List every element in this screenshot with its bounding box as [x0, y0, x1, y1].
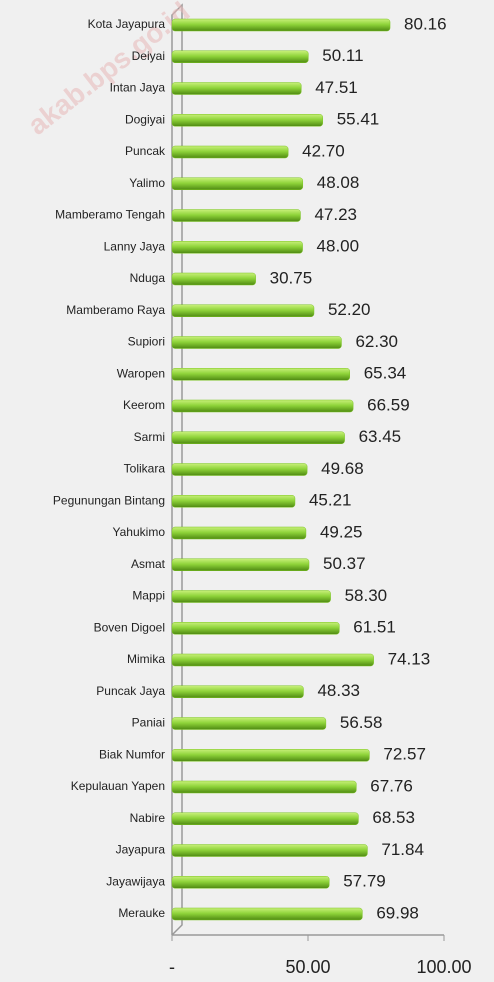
value-label: 63.45	[359, 427, 402, 446]
y-tick-label: Sarmi	[134, 430, 165, 444]
bar	[171, 368, 350, 381]
bar	[171, 209, 301, 222]
bar	[171, 526, 307, 540]
y-tick-label: Mamberamo Tengah	[55, 208, 165, 222]
y-tick-label: Lanny Jaya	[104, 239, 166, 253]
y-tick-label: Asmat	[131, 557, 166, 571]
y-tick-label: Merauke	[118, 906, 165, 920]
bar	[171, 907, 363, 921]
bar	[171, 241, 303, 254]
y-tick-label: Boven Digoel	[94, 620, 165, 634]
bar	[171, 749, 370, 762]
bar	[171, 844, 368, 857]
bar	[171, 336, 342, 349]
bar	[171, 399, 354, 413]
bar	[171, 495, 296, 508]
value-label: 30.75	[270, 268, 313, 287]
bar	[171, 876, 330, 889]
y-tick-label: Biak Numfor	[99, 747, 165, 761]
y-tick-label: Dogiyai	[125, 112, 165, 126]
bar	[171, 272, 256, 286]
bar	[171, 18, 391, 32]
value-label: 68.53	[372, 808, 415, 827]
y-tick-label: Kepulauan Yapen	[71, 779, 165, 793]
value-label: 67.76	[370, 776, 413, 795]
bar	[171, 812, 359, 825]
y-tick-label: Waropen	[117, 366, 165, 380]
bar	[171, 590, 331, 603]
bar	[171, 177, 304, 190]
value-label: 71.84	[381, 840, 424, 859]
value-label: 47.23	[314, 205, 357, 224]
value-label: 58.30	[345, 586, 388, 605]
value-label: 65.34	[364, 364, 407, 383]
y-tick-label: Jayapura	[116, 843, 166, 857]
bar	[171, 780, 357, 794]
y-tick-label: Nabire	[130, 811, 166, 825]
value-label: 72.57	[383, 745, 426, 764]
value-label: 50.11	[322, 46, 363, 65]
y-tick-label: Yalimo	[129, 176, 165, 190]
bar	[171, 145, 289, 159]
value-label: 48.33	[317, 681, 360, 700]
x-tick-label: -	[169, 957, 175, 977]
bar	[171, 114, 323, 127]
y-tick-label: Keerom	[123, 398, 165, 412]
y-tick-label: Tolikara	[124, 462, 166, 476]
value-label: 50.37	[323, 554, 366, 573]
y-tick-label: Mamberamo Raya	[66, 303, 165, 317]
bar	[171, 653, 374, 667]
value-label: 52.20	[328, 300, 371, 319]
value-label: 49.68	[321, 459, 364, 478]
bar	[171, 717, 327, 730]
value-label: 48.00	[317, 237, 360, 256]
y-tick-label: Puncak	[125, 144, 166, 158]
y-tick-label: Intan Jaya	[110, 81, 166, 95]
y-tick-label: Pegunungan Bintang	[53, 493, 165, 507]
bar	[171, 431, 345, 444]
value-label: 57.79	[343, 872, 386, 891]
value-label: 74.13	[388, 649, 431, 668]
x-tick-label: 100.00	[416, 957, 471, 977]
y-tick-label: Deiyai	[132, 49, 165, 63]
value-label: 80.16	[404, 14, 447, 33]
value-label: 42.70	[302, 141, 345, 160]
bar	[171, 558, 310, 571]
y-tick-label: Mappi	[132, 589, 165, 603]
y-tick-label: Paniai	[132, 716, 165, 730]
bar	[171, 50, 309, 63]
y-tick-label: Kota Jayapura	[88, 17, 166, 31]
bar	[171, 463, 308, 476]
y-tick-label: Yahukimo	[113, 525, 166, 539]
bar	[171, 685, 304, 698]
value-label: 62.30	[355, 332, 398, 351]
value-label: 48.08	[317, 173, 360, 192]
bar	[171, 82, 302, 95]
value-label: 45.21	[309, 491, 352, 510]
y-tick-label: Mimika	[127, 652, 165, 666]
y-tick-label: Puncak Jaya	[96, 684, 165, 698]
value-label: 61.51	[353, 618, 396, 637]
value-label: 69.98	[376, 903, 419, 922]
value-label: 49.25	[320, 522, 363, 541]
axis-wall	[171, 3, 183, 936]
y-tick-label: Supiori	[128, 335, 165, 349]
bar	[171, 304, 315, 317]
x-tick-label: 50.00	[285, 957, 330, 977]
y-tick-label: Nduga	[130, 271, 166, 285]
y-tick-label: Jayawijaya	[106, 874, 165, 888]
value-label: 47.51	[315, 78, 358, 97]
value-label: 55.41	[337, 110, 380, 129]
value-label: 66.59	[367, 395, 410, 414]
bar	[171, 622, 340, 635]
value-label: 56.58	[340, 713, 383, 732]
